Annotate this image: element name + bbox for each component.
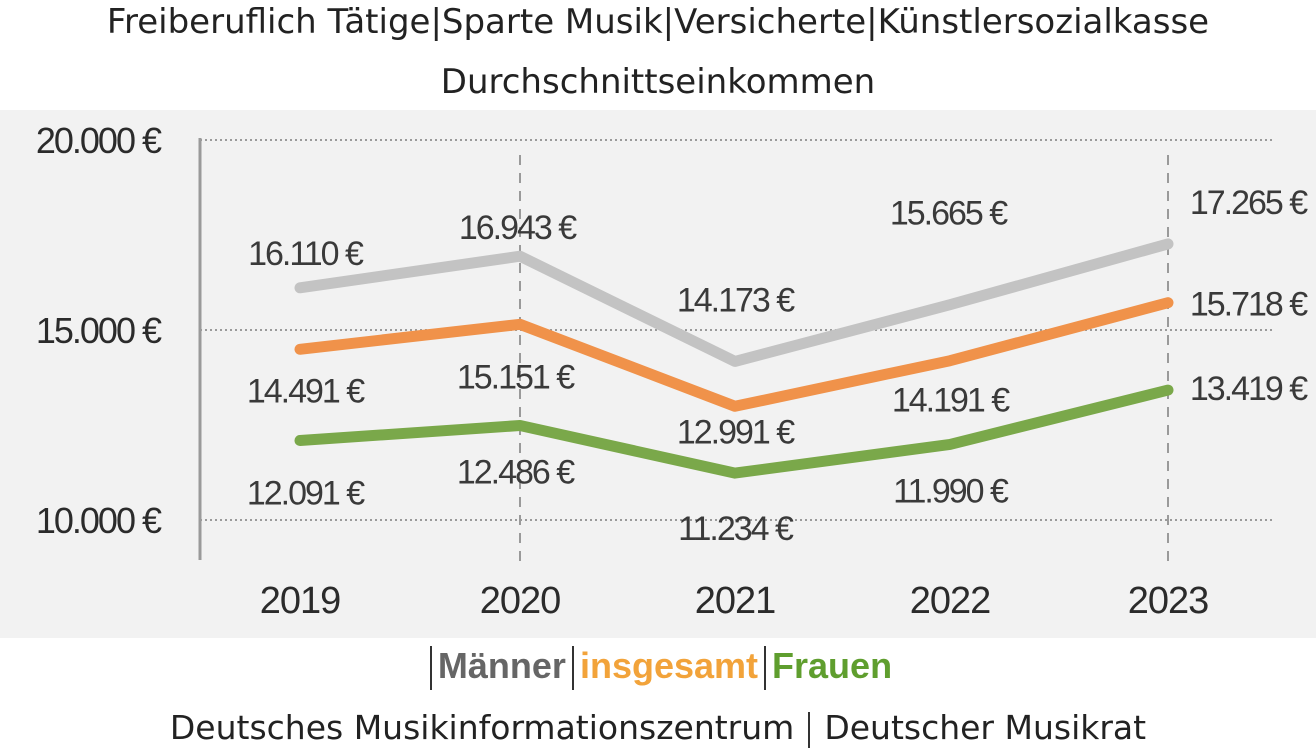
y-tick-label: 15.000 € [36, 310, 162, 351]
chart-subtitle: Durchschnittseinkommen [440, 62, 876, 102]
legend-separator [764, 646, 767, 691]
x-tick-label: 2021 [695, 580, 776, 622]
x-tick-label: 2020 [480, 580, 561, 622]
series-line-men [294, 238, 1174, 367]
footer-separator [808, 711, 811, 748]
data-label-men: 17.265 € [1190, 184, 1308, 222]
y-tick-label: 10.000 € [36, 500, 162, 541]
source-footer: Deutsches Musikinformationszentrum Deutsc… [0, 708, 1316, 748]
source-right: Deutscher Musikrat [824, 708, 1147, 747]
source-left: Deutsches Musikinformationszentrum [169, 708, 795, 747]
chart-title: Freiberuflich Tätige|Sparte Musik|Versic… [106, 2, 1210, 42]
x-tick-label: 2022 [910, 580, 991, 622]
data-label-men: 16.943 € [459, 209, 577, 247]
data-label-women: 13.419 € [1190, 370, 1308, 408]
legend-total: insgesamt [579, 645, 759, 686]
series-line-women [294, 384, 1174, 479]
data-label-total: 15.151 € [457, 358, 575, 396]
x-tick-label: 2023 [1128, 580, 1209, 622]
data-label-total: 14.491 € [247, 372, 365, 410]
data-label-total: 14.191 € [892, 382, 1010, 420]
data-label-women: 12.091 € [247, 475, 365, 513]
y-tick-label: 20.000 € [36, 120, 162, 161]
series-line-total [294, 297, 1174, 412]
legend-men: Männer [437, 645, 566, 686]
data-label-men: 15.665 € [890, 195, 1008, 233]
line-chart: 10.000 € 15.000 € 20.000 € 2019 2020 2021 2022… [0, 110, 1316, 638]
x-tick-label: 2019 [260, 580, 341, 622]
legend-separator [429, 646, 432, 691]
data-label-men: 16.110 € [248, 235, 364, 273]
data-label-total: 15.718 € [1190, 286, 1308, 324]
data-label-men: 14.173 € [677, 281, 795, 319]
data-label-women: 11.990 € [893, 472, 1009, 510]
legend-women: Frauen [772, 645, 893, 686]
data-label-women: 12.486 € [457, 454, 575, 492]
data-label-women: 11.234 € [678, 510, 794, 548]
legend: Männer insgesamt Frauen [0, 645, 1316, 691]
legend-separator [571, 646, 574, 691]
data-label-total: 12.991 € [677, 413, 795, 451]
